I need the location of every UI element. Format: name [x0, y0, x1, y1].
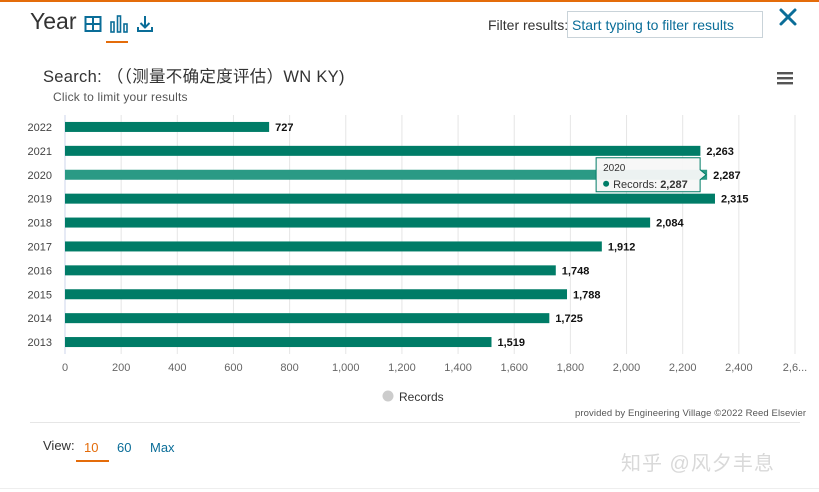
data-label: 2,315 [721, 194, 749, 206]
active-view-indicator [106, 41, 128, 43]
x-tick-label: 0 [62, 362, 68, 374]
watermark: 知乎 @风夕丰息 [621, 453, 775, 475]
x-tick-label: 2,000 [613, 362, 641, 374]
y-tick-label: 2018 [28, 218, 52, 230]
filter-input[interactable] [567, 11, 763, 38]
bar[interactable] [65, 337, 492, 348]
download-icon[interactable] [136, 14, 154, 34]
x-tick-label: 200 [112, 362, 130, 374]
y-tick-label: 2020 [28, 170, 52, 182]
x-tick-label: 1,000 [332, 362, 360, 374]
y-tick-label: 2017 [28, 241, 52, 253]
x-tick-label: 2,200 [669, 362, 697, 374]
x-tick-label: 400 [168, 362, 186, 374]
legend-label[interactable]: Records [399, 390, 444, 404]
top-accent-line [0, 0, 819, 2]
data-label: 727 [275, 122, 293, 134]
bar[interactable] [65, 169, 708, 180]
view-option-60[interactable]: 60 [117, 440, 132, 455]
view-selected-indicator [76, 460, 109, 462]
table-icon[interactable] [84, 14, 102, 34]
x-tick-label: 600 [224, 362, 242, 374]
divider [30, 422, 800, 423]
y-tick-label: 2014 [28, 313, 52, 325]
tooltip-category: 2020 [603, 163, 626, 174]
x-tick-label: 800 [280, 362, 298, 374]
y-tick-label: 2019 [28, 194, 52, 206]
data-label: 1,788 [573, 289, 601, 301]
x-tick-label: 1,200 [388, 362, 416, 374]
y-tick-label: 2015 [28, 289, 52, 301]
bar[interactable] [65, 121, 270, 132]
legend-marker[interactable] [382, 390, 394, 402]
view-option-10[interactable]: 10 [84, 440, 99, 455]
x-tick-label: 1,800 [557, 362, 585, 374]
bar[interactable] [65, 265, 556, 276]
tooltip-box [595, 157, 707, 193]
chart-credits: provided by Engineering Village ©2022 Re… [575, 408, 807, 419]
data-label: 1,725 [555, 313, 583, 325]
data-label: 1,912 [608, 241, 636, 253]
bar[interactable] [65, 289, 568, 300]
chart-title: Search: （（测量不确定度评估）WN KY) [43, 68, 345, 86]
data-label: 2,263 [706, 146, 734, 158]
bar[interactable] [65, 313, 550, 324]
y-tick-label: 2016 [28, 265, 52, 277]
bar-chart-icon[interactable] [110, 14, 128, 34]
y-tick-label: 2022 [28, 122, 52, 134]
bar[interactable] [65, 193, 715, 204]
bar[interactable] [65, 241, 602, 252]
tooltip-value: Records: 2,287 [613, 179, 688, 191]
chart-subtitle: Click to limit your results [53, 90, 188, 104]
x-tick-label: 2,6... [783, 362, 807, 374]
data-label: 1,748 [562, 265, 590, 277]
data-label: 2,287 [713, 170, 741, 182]
close-icon[interactable] [778, 7, 798, 27]
y-tick-label: 2013 [28, 337, 52, 349]
bar[interactable] [65, 145, 701, 156]
bar[interactable] [65, 217, 651, 228]
view-label: View: [43, 438, 75, 453]
bottom-rule [0, 488, 819, 489]
x-tick-label: 1,400 [444, 362, 472, 374]
menu-icon[interactable] [776, 70, 794, 86]
x-tick-label: 2,400 [725, 362, 753, 374]
tooltip-marker [603, 180, 610, 187]
view-toggle-group [84, 14, 154, 34]
data-label: 1,519 [497, 337, 525, 349]
view-option-max[interactable]: Max [150, 440, 175, 455]
y-tick-label: 2021 [28, 146, 52, 158]
page-title: Year [30, 8, 77, 34]
filter-label: Filter results: [488, 17, 569, 33]
data-label: 2,084 [656, 218, 684, 230]
x-tick-label: 1,600 [500, 362, 528, 374]
